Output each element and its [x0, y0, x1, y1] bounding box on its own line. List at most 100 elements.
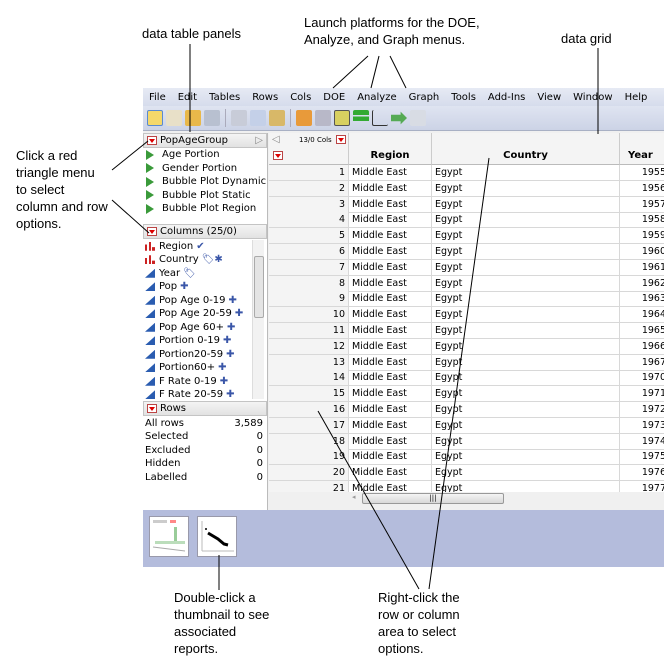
cell-year[interactable]: 1964: [620, 307, 664, 324]
column-item[interactable]: Pop ✚: [143, 280, 267, 294]
table-script-item[interactable]: Bubble Plot Static: [143, 189, 267, 203]
menu-add-ins[interactable]: Add-Ins: [487, 91, 526, 103]
cell-region[interactable]: Middle East: [349, 323, 432, 339]
row-number[interactable]: 15: [269, 386, 349, 403]
row-number[interactable]: 3: [269, 196, 349, 213]
run-script-icon[interactable]: [146, 163, 154, 174]
row-number[interactable]: 5: [269, 228, 349, 245]
cell-year[interactable]: 1973: [620, 418, 664, 434]
cell-country[interactable]: Egypt: [432, 338, 620, 355]
cell-year[interactable]: 1967: [620, 355, 664, 371]
edit-icon[interactable]: [410, 110, 426, 126]
cell-year[interactable]: 1960: [620, 244, 664, 260]
row-number[interactable]: 10: [269, 307, 349, 324]
new-script-icon[interactable]: [166, 110, 182, 126]
row-number[interactable]: 11: [269, 323, 349, 339]
column-header-region[interactable]: Region: [349, 133, 432, 165]
cell-region[interactable]: Middle East: [349, 370, 432, 387]
table-grid-icon[interactable]: [315, 110, 331, 126]
cell-country[interactable]: Egypt: [432, 354, 620, 371]
row-number[interactable]: 2: [269, 180, 349, 197]
menu-graph[interactable]: Graph: [408, 91, 440, 103]
cell-region[interactable]: Middle East: [349, 465, 432, 482]
cell-country[interactable]: Egypt: [432, 291, 620, 308]
cell-year[interactable]: 1970: [620, 370, 664, 387]
cell-country[interactable]: Egypt: [432, 386, 620, 403]
cell-country[interactable]: Egypt: [432, 165, 620, 181]
cell-year[interactable]: 1971: [620, 386, 664, 403]
cell-region[interactable]: Middle East: [349, 417, 432, 434]
column-header-country[interactable]: Country: [432, 133, 620, 165]
bar-chart-icon[interactable]: [353, 110, 369, 126]
run-script-icon[interactable]: [146, 203, 154, 214]
menu-tools[interactable]: Tools: [451, 91, 476, 103]
row-number[interactable]: 8: [269, 275, 349, 292]
cell-region[interactable]: Middle East: [349, 338, 432, 355]
cell-year[interactable]: 1958: [620, 212, 664, 229]
cell-country[interactable]: Egypt: [432, 275, 620, 292]
cell-region[interactable]: Middle East: [349, 354, 432, 371]
table-panel-header[interactable]: PopAgeGroup ▷: [143, 133, 267, 148]
row-number[interactable]: 16: [269, 402, 349, 418]
run-script-icon[interactable]: [146, 149, 154, 160]
scroll-left-icon[interactable]: ◂: [352, 493, 356, 501]
cell-year[interactable]: 1963: [620, 291, 664, 308]
row-number[interactable]: 17: [269, 417, 349, 434]
row-number[interactable]: 18: [269, 433, 349, 450]
data-grid[interactable]: ◁ 13/0 Cols Region Country Year 1 Middle …: [269, 133, 664, 505]
menu-window[interactable]: Window: [573, 91, 613, 103]
open-folder-icon[interactable]: [185, 110, 201, 126]
menu-rows[interactable]: Rows: [252, 91, 279, 103]
collapse-arrow-icon[interactable]: ▷: [255, 135, 263, 146]
column-item[interactable]: Pop Age 60+ ✚: [143, 321, 267, 335]
columns-panel-header[interactable]: Columns (25/0): [143, 223, 267, 239]
red-triangle-menu-icon[interactable]: [147, 136, 157, 145]
menu-analyze[interactable]: Analyze: [357, 91, 397, 103]
data-table-icon[interactable]: [296, 110, 312, 126]
fit-y-by-x-icon[interactable]: [372, 110, 388, 126]
cell-region[interactable]: Middle East: [349, 307, 432, 324]
cell-country[interactable]: Egypt: [432, 259, 620, 276]
cell-region[interactable]: Middle East: [349, 386, 432, 403]
scrollbar-thumb[interactable]: |||: [362, 493, 504, 504]
save-icon[interactable]: [204, 110, 220, 126]
row-number[interactable]: 4: [269, 212, 349, 229]
column-item[interactable]: Portion20-59 ✚: [143, 348, 267, 362]
cell-year[interactable]: 1972: [620, 402, 664, 418]
cell-country[interactable]: Egypt: [432, 212, 620, 229]
row-number[interactable]: 7: [269, 259, 349, 276]
cell-region[interactable]: Middle East: [349, 196, 432, 213]
row-number[interactable]: 13: [269, 354, 349, 371]
cell-region[interactable]: Middle East: [349, 165, 432, 181]
cell-country[interactable]: Egypt: [432, 370, 620, 387]
column-item[interactable]: F Rate 0-19 ✚: [143, 375, 267, 389]
menu-help[interactable]: Help: [624, 91, 648, 103]
columns-red-triangle-icon[interactable]: [336, 135, 346, 144]
column-header-year[interactable]: Year: [620, 133, 664, 165]
arrow-icon[interactable]: [391, 111, 407, 125]
row-number[interactable]: 1: [269, 165, 349, 181]
cell-region[interactable]: Middle East: [349, 180, 432, 197]
column-item[interactable]: Pop Age 0-19 ✚: [143, 294, 267, 308]
cell-year[interactable]: 1961: [620, 260, 664, 276]
cell-country[interactable]: Egypt: [432, 196, 620, 213]
cell-year[interactable]: 1959: [620, 228, 664, 245]
cell-year[interactable]: 1975: [620, 449, 664, 466]
rows-panel-header[interactable]: Rows: [143, 400, 267, 416]
cell-year[interactable]: 1976: [620, 465, 664, 482]
run-script-icon[interactable]: [146, 190, 154, 201]
table-script-item[interactable]: Age Portion: [143, 148, 267, 162]
cell-year[interactable]: 1962: [620, 276, 664, 292]
row-number[interactable]: 19: [269, 449, 349, 466]
column-item[interactable]: Year 🏷: [143, 267, 267, 281]
cell-country[interactable]: Egypt: [432, 228, 620, 245]
cell-year[interactable]: 1966: [620, 339, 664, 355]
cell-region[interactable]: Middle East: [349, 449, 432, 466]
cell-year[interactable]: 1956: [620, 181, 664, 197]
cell-country[interactable]: Egypt: [432, 465, 620, 482]
menu-view[interactable]: View: [537, 91, 562, 103]
cell-region[interactable]: Middle East: [349, 228, 432, 245]
paste-icon[interactable]: [269, 110, 285, 126]
collapse-left-icon[interactable]: ◁: [272, 134, 280, 145]
column-item[interactable]: Country 🏷✱: [143, 253, 267, 267]
